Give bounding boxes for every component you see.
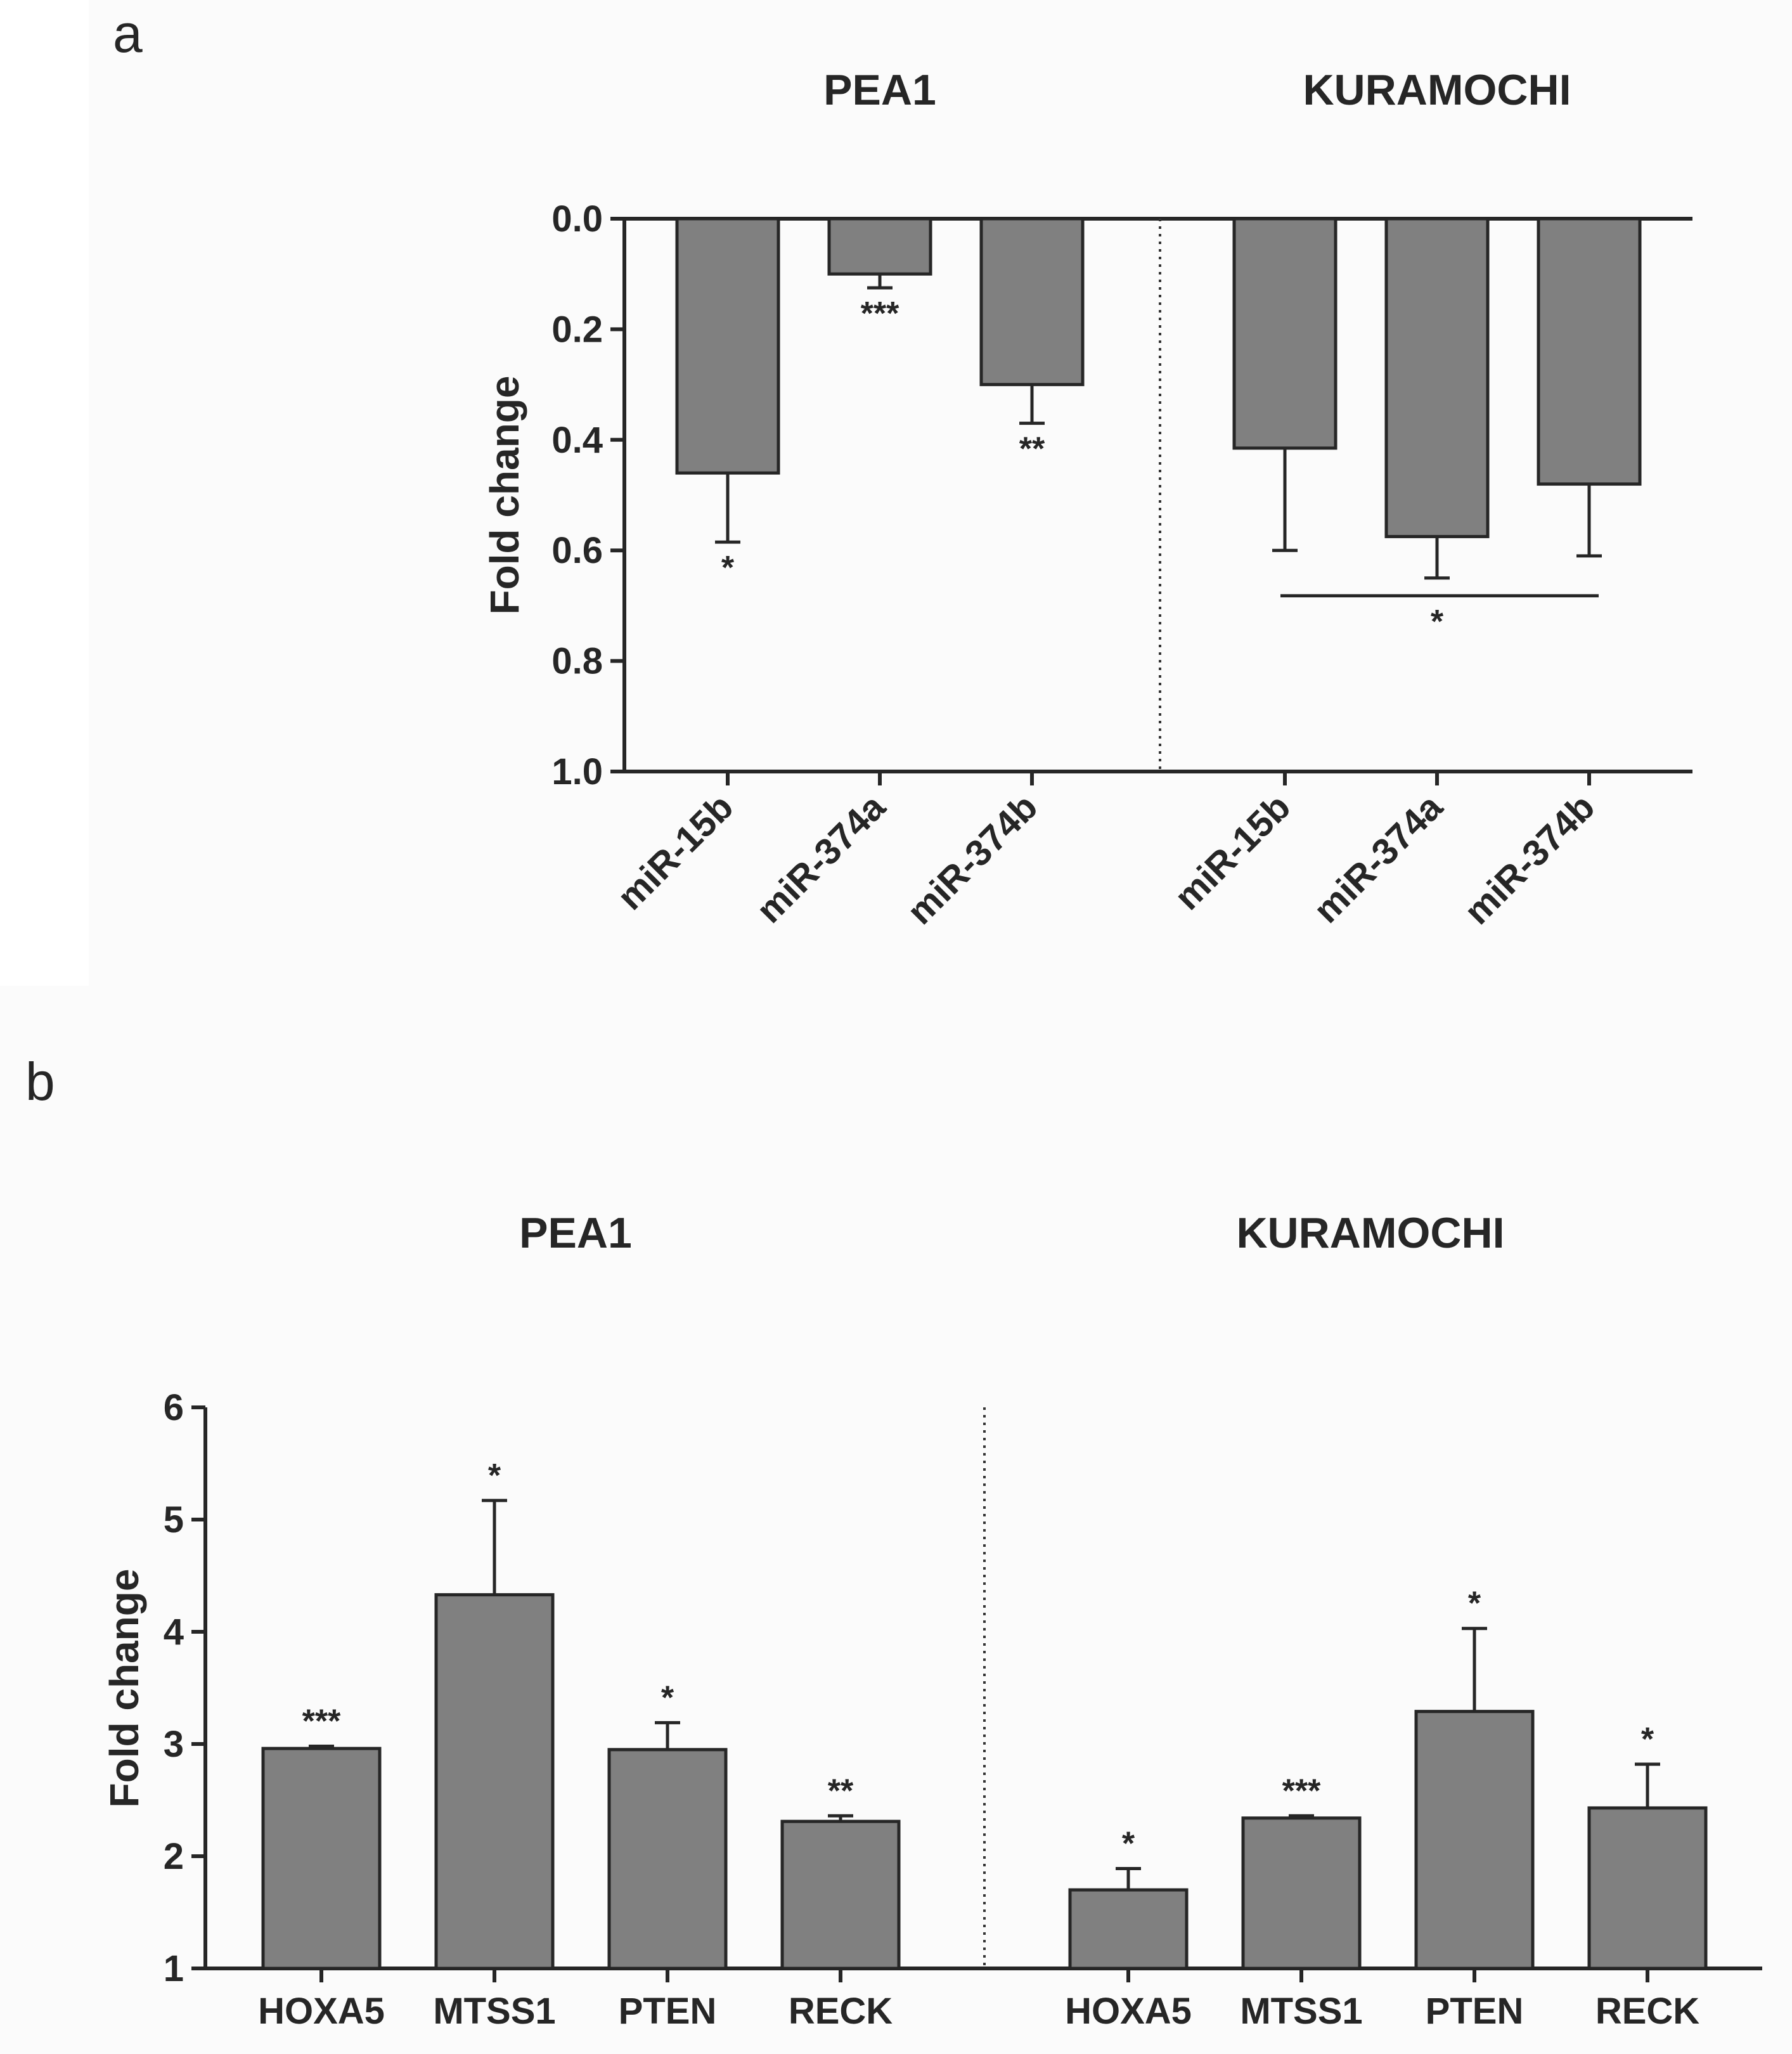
bar	[1414, 1710, 1535, 1970]
bar	[780, 1819, 901, 1970]
significance-marker: ***	[302, 1703, 341, 1740]
y-tick-label: 0.4	[551, 420, 603, 461]
y-tick-label: 0.0	[551, 198, 603, 240]
y-tick-label: 1	[164, 1948, 184, 1989]
y-tick-label: 0.8	[551, 641, 603, 682]
significance-marker: *	[488, 1457, 501, 1494]
bar	[434, 1593, 555, 1970]
y-tick-label: 3	[164, 1724, 184, 1765]
bar	[1068, 1888, 1189, 1970]
bar	[1587, 1806, 1708, 1970]
significance-marker: *	[1122, 1825, 1135, 1862]
group-title-pea1: PEA1	[823, 66, 936, 114]
y-tick-label: 1.0	[551, 751, 603, 792]
bar	[1241, 1816, 1362, 1970]
significance-marker: ***	[861, 295, 899, 332]
y-tick-label: 2	[164, 1836, 184, 1877]
bar	[1384, 217, 1490, 538]
y-axis-label: Fold change	[101, 1569, 147, 1808]
y-tick-label: 0.6	[551, 530, 603, 571]
bar	[979, 217, 1085, 387]
group-significance-marker: *	[1431, 604, 1444, 640]
panel-b-letter: b	[25, 1052, 55, 1111]
bar	[1537, 217, 1642, 486]
panel-a-background	[89, 0, 1792, 986]
y-tick-label: 0.2	[551, 309, 603, 350]
bar	[827, 217, 932, 276]
y-tick-label: 4	[164, 1612, 184, 1653]
x-tick-label: RECK	[789, 1991, 893, 2032]
significance-marker: **	[828, 1773, 854, 1809]
significance-marker: **	[1019, 431, 1045, 468]
x-tick-label: HOXA5	[1065, 1991, 1192, 2032]
bar	[675, 217, 780, 475]
y-tick-label: 5	[164, 1499, 184, 1540]
x-tick-label: HOXA5	[258, 1991, 385, 2032]
significance-marker: *	[661, 1679, 674, 1716]
x-tick-label: MTSS1	[433, 1991, 555, 2032]
significance-marker: ***	[1282, 1773, 1321, 1809]
group-title-kuramochi: KURAMOCHI	[1236, 1209, 1504, 1257]
group-title-pea1: PEA1	[519, 1209, 632, 1257]
bar	[607, 1748, 728, 1970]
bar	[1232, 217, 1338, 450]
panel-a-letter: a	[113, 4, 143, 63]
x-tick-label: PTEN	[619, 1991, 717, 2032]
x-tick-label: MTSS1	[1240, 1991, 1362, 2032]
y-axis-label: Fold change	[482, 376, 527, 615]
significance-marker: *	[1641, 1721, 1654, 1758]
x-tick-label: PTEN	[1426, 1991, 1524, 2032]
bar	[261, 1747, 382, 1970]
group-title-kuramochi: KURAMOCHI	[1303, 66, 1571, 114]
x-tick-label: RECK	[1595, 1991, 1699, 2032]
significance-marker: *	[1468, 1586, 1481, 1622]
significance-marker: *	[721, 550, 735, 586]
y-tick-label: 6	[164, 1387, 184, 1428]
